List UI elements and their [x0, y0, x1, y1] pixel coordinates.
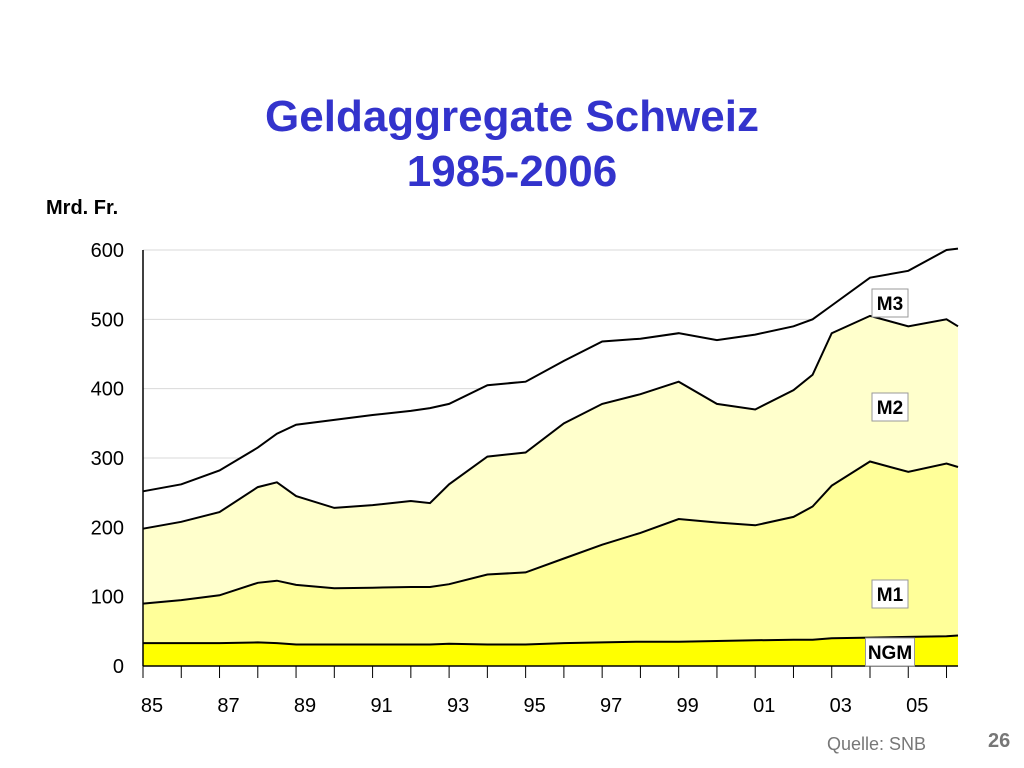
y-tick-label: 0: [113, 656, 124, 678]
series-label-m3: M3: [871, 288, 909, 318]
x-tick-label: 85: [141, 695, 163, 717]
x-tick-label: 97: [600, 695, 622, 717]
x-tick-label: 05: [906, 695, 928, 717]
series-label-text: M2: [877, 398, 903, 419]
series-label-box: [865, 637, 915, 667]
series-areas: [142, 247, 959, 666]
line-m1: [142, 460, 959, 605]
series-label-m2: M2: [871, 392, 909, 422]
y-tick-label: 400: [91, 379, 124, 401]
line-m2: [142, 314, 959, 530]
axes: 0 100 200 300 400 500 600 85 87 89 91 93 95 97 99 01 03 0…: [91, 240, 958, 717]
x-tick-label: 87: [217, 695, 239, 717]
series-label-text: M3: [877, 294, 903, 315]
x-tick-label: 01: [753, 695, 775, 717]
area-ngm: [143, 635, 958, 666]
area-chart: 0 100 200 300 400 500 600 85 87 89 91 93 95 97 99 01 03 0…: [91, 240, 959, 717]
series-label-m1: M1: [871, 579, 909, 609]
x-tick-label: 99: [677, 695, 699, 717]
series-labels: M3 M2 M1 NGM: [865, 288, 915, 667]
series-label-box: [871, 579, 909, 609]
series-label-box: [871, 288, 909, 318]
series-label-ngm: NGM: [865, 637, 915, 667]
page-number: 26: [988, 730, 1011, 752]
series-label-text: NGM: [868, 643, 912, 664]
line-ngm: [143, 634, 959, 646]
source-note: Quelle: SNB: [827, 734, 927, 754]
line-m3: [142, 247, 959, 493]
y-tick-label: 200: [91, 517, 124, 539]
series-label-text: M1: [877, 585, 904, 606]
x-tick-label: 93: [447, 695, 469, 717]
chart-subtitle: 1985-2006: [406, 147, 618, 196]
y-tick-label: 300: [91, 448, 124, 470]
y-axis-unit-label: Mrd. Fr.: [46, 197, 119, 219]
y-tick-label: 500: [91, 309, 124, 331]
y-tick-label: 600: [91, 240, 124, 262]
x-tick-label: 91: [370, 695, 392, 717]
x-tick-label: 95: [524, 695, 546, 717]
x-tick-label: 03: [830, 695, 852, 717]
series-label-box: [871, 392, 909, 422]
y-tick-label: 100: [91, 587, 124, 609]
x-tick-label: 89: [294, 695, 316, 717]
chart-title: Geldaggregate Schweiz: [265, 92, 759, 141]
